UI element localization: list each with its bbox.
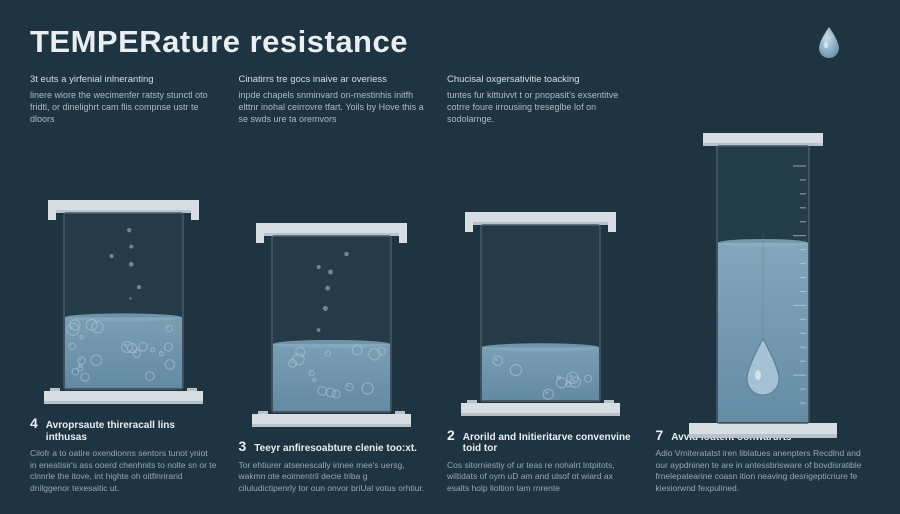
page-title: TEMPERature resistance — [30, 24, 870, 60]
col-3: Chucisal oxgersativitie toacking tuntes … — [447, 74, 634, 494]
beaker-2 — [244, 203, 419, 428]
col-1-intro: 3t euts a yirfenial inlneranting linere … — [30, 74, 217, 130]
col-2-foot-title: Teeyr anfiresoabture clenie too:xt. — [254, 443, 417, 455]
col-2-intro-title: Cinatirrs tre gocs inaive ar overiess — [239, 74, 426, 87]
col-1-num: 4 — [30, 415, 38, 431]
col-1-foot-body: Cilofr a to oatire oxendionns sentors tu… — [30, 448, 217, 494]
col-1-foot: 4 Avroprsaute thireracall lins inthusas … — [30, 415, 217, 494]
col-3-intro-title: Chucisal oxgersativitie toacking — [447, 74, 634, 87]
col-3-figure — [447, 136, 634, 417]
col-2-foot: 3 Teeyr anfiresoabture clenie too:xt. To… — [239, 438, 426, 494]
col-3-intro: Chucisal oxgersativitie toacking tuntes … — [447, 74, 634, 130]
col-2-intro: Cinatirrs tre gocs inaive ar overiess in… — [239, 74, 426, 130]
col-3-foot: 2 Arorild and Initieritarve convenvine t… — [447, 427, 634, 494]
beaker-3 — [453, 192, 628, 417]
col-2-figure — [239, 136, 426, 428]
col-2-num: 3 — [239, 438, 247, 454]
col-4-figure — [656, 136, 870, 417]
col-1: 3t euts a yirfenial inlneranting linere … — [30, 74, 217, 494]
cylinder — [663, 129, 863, 439]
col-1-foot-title: Avroprsaute thireracall lins inthusas — [46, 420, 217, 443]
col-2-foot-body: Tor ehtiurer atsenescally irinee mee's u… — [239, 460, 426, 494]
drop-icon — [816, 26, 842, 60]
col-1-intro-title: 3t euts a yirfenial inlneranting — [30, 74, 217, 87]
col-3-foot-title: Arorild and Initieritarve convenvine toi… — [463, 432, 634, 455]
col-3-num: 2 — [447, 427, 455, 443]
col-4: 7 Avvid loutent oonwarurts Adio Vrnitera… — [656, 74, 870, 494]
col-4-intro — [656, 74, 870, 130]
col-4-foot-body: Adio Vrniteratatst iren liblatues anenpt… — [656, 448, 870, 494]
beaker-1 — [36, 180, 211, 405]
col-1-figure — [30, 136, 217, 405]
col-2: Cinatirrs tre gocs inaive ar overiess in… — [239, 74, 426, 494]
col-2-intro-body: inpde chapels snminvard on-mestinhis ini… — [239, 89, 426, 125]
col-3-intro-body: tuntes fur kittuivvt t or pnopasit's exs… — [447, 89, 634, 125]
col-3-foot-body: Cos sitorniestiy of ur teas re nohalrt l… — [447, 460, 634, 494]
columns: 3t euts a yirfenial inlneranting linere … — [30, 74, 870, 494]
col-1-intro-body: linere wiore the wecimenfer ratsty stunc… — [30, 89, 217, 125]
